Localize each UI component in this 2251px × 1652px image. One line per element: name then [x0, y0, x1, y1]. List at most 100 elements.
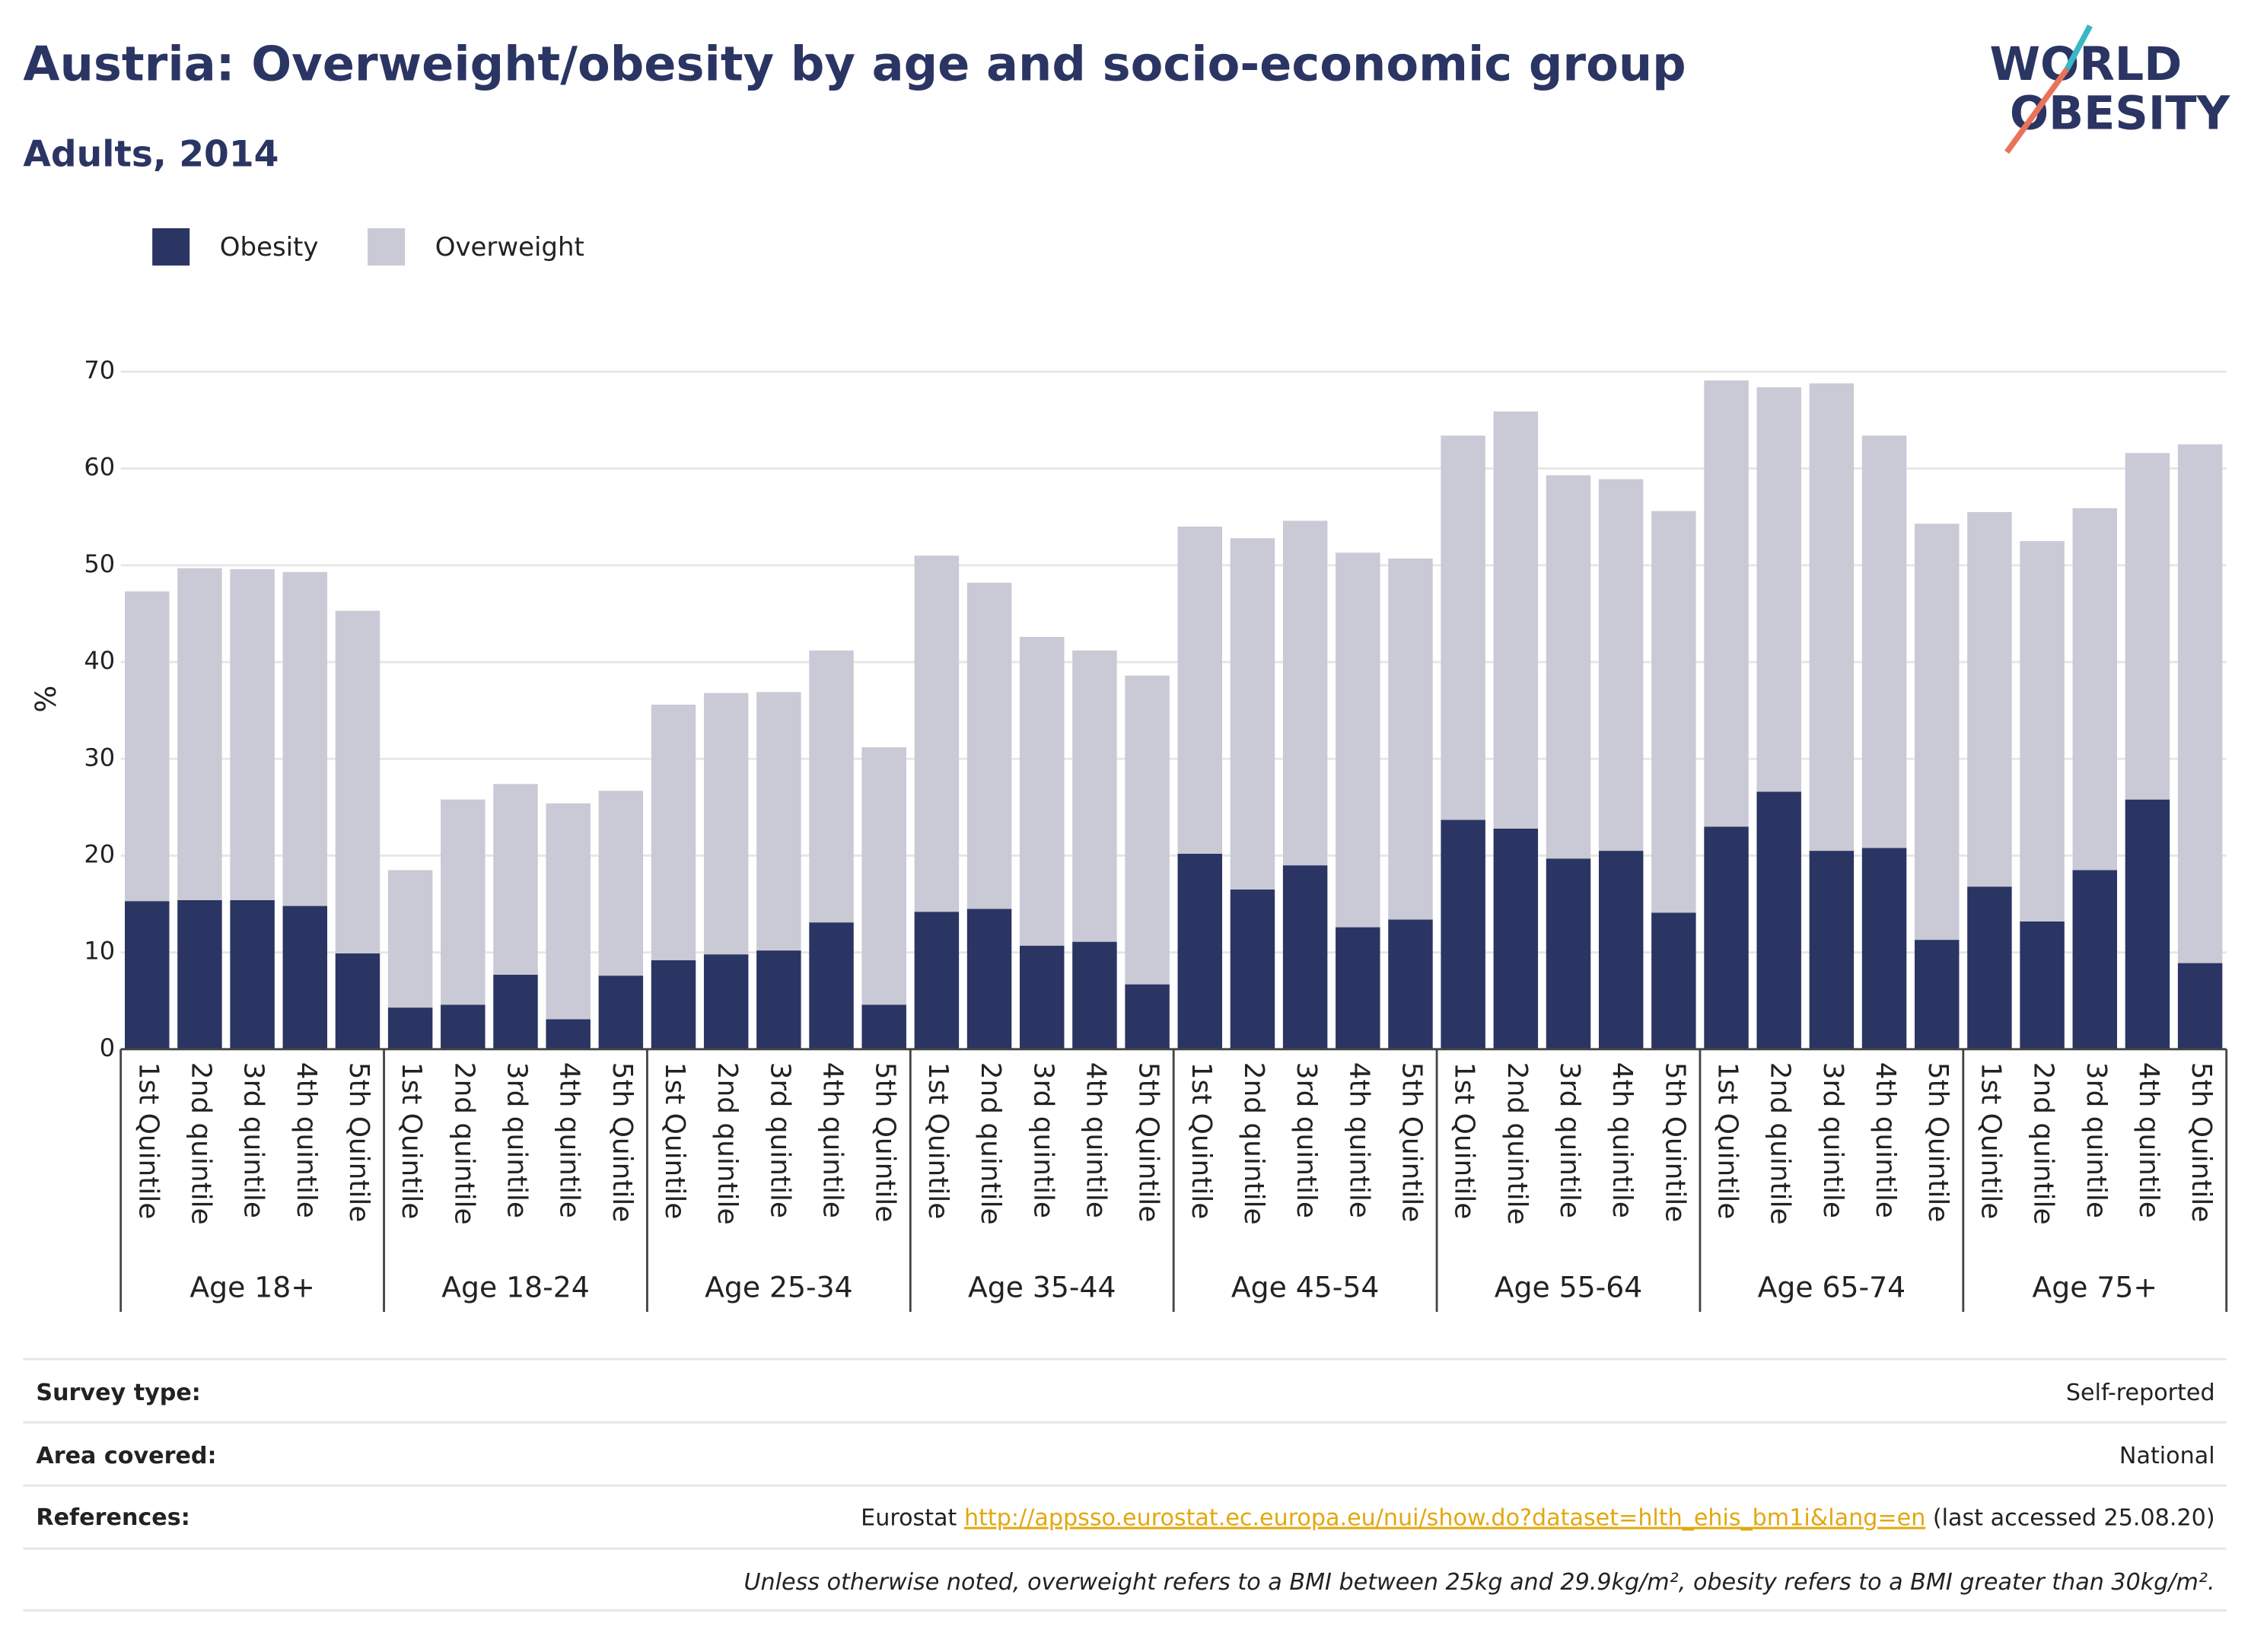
chart-subtitle: Adults, 2014: [23, 134, 279, 176]
group-label: Age 65-74: [1758, 1270, 1906, 1303]
bar-segment: [441, 799, 486, 1005]
group-label: Age 18+: [189, 1270, 315, 1303]
legend-swatch: [368, 228, 406, 266]
x-tick-label: 4th quintile: [1870, 1062, 1901, 1218]
x-tick-label: 1st Quintile: [132, 1062, 164, 1219]
ref-source: Eurostat: [861, 1504, 957, 1531]
x-tick-label: 4th quintile: [1080, 1062, 1111, 1218]
group-label: Age 75+: [2032, 1270, 2157, 1303]
bar-segment: [1336, 927, 1380, 1049]
bar-segment: [1230, 538, 1275, 890]
bar-segment: [1598, 479, 1644, 851]
bar-segment: [1177, 853, 1223, 1049]
bar-segment: [1598, 851, 1644, 1049]
legend-label: Overweight: [435, 232, 584, 263]
bar-segment: [2177, 963, 2223, 1049]
row-value: Eurostat http://appsso.eurostat.ec.europ…: [861, 1504, 2214, 1531]
bar-segment: [809, 922, 854, 1049]
y-tick-label: 0: [100, 1033, 115, 1062]
bar-segment: [1177, 527, 1223, 854]
x-tick-label: 4th quintile: [554, 1062, 585, 1218]
bar-segment: [2020, 921, 2065, 1049]
bar-segment: [1546, 475, 1591, 859]
x-tick-label: 3rd quintile: [1027, 1062, 1059, 1218]
bar-segment: [1915, 940, 1960, 1049]
x-tick-label: 2nd quintile: [975, 1062, 1006, 1225]
x-tick-label: 2nd quintile: [185, 1062, 216, 1225]
row-label: Area covered:: [36, 1443, 216, 1469]
x-tick-label: 3rd quintile: [501, 1062, 532, 1218]
bar-segment: [1493, 828, 1539, 1049]
bar-segment: [1704, 380, 1749, 827]
bar-segment: [756, 950, 801, 1049]
bar-segment: [177, 568, 222, 900]
bar-segment: [1861, 435, 1907, 848]
x-tick-label: 3rd quintile: [764, 1062, 795, 1218]
x-tick-label: 2nd quintile: [1238, 1062, 1269, 1225]
bar-segment: [1493, 411, 1539, 829]
x-tick-label: 3rd quintile: [1817, 1062, 1848, 1218]
y-axis-label: %: [29, 686, 62, 713]
ref-link[interactable]: http://appsso.eurostat.ec.europa.eu/nui/…: [964, 1504, 1925, 1531]
x-tick-label: 3rd quintile: [1554, 1062, 1585, 1218]
y-tick-label: 40: [84, 646, 115, 675]
row-label: References:: [36, 1504, 189, 1531]
bar-segment: [1072, 941, 1117, 1049]
row-label: Survey type:: [36, 1380, 201, 1406]
y-tick-label: 70: [84, 356, 115, 385]
group-label: Age 55-64: [1495, 1270, 1643, 1303]
x-tick-label: 1st Quintile: [659, 1062, 690, 1219]
x-tick-label: 1st Quintile: [1975, 1062, 2006, 1219]
bar-segment: [1020, 637, 1065, 946]
bar-segment: [1388, 558, 1433, 920]
bar-segment: [1915, 524, 1960, 941]
x-tick-label: 1st Quintile: [1712, 1062, 1743, 1219]
x-tick-label: 2nd quintile: [2028, 1062, 2059, 1225]
bar-segment: [2125, 799, 2170, 1049]
bar-segment: [651, 960, 696, 1049]
bar-segment: [282, 571, 328, 906]
bar-segment: [1861, 848, 1907, 1049]
y-tick-label: 50: [84, 549, 115, 578]
bar-segment: [1651, 912, 1696, 1049]
bar-segment: [756, 692, 801, 951]
bar-segment: [1125, 984, 1170, 1049]
bar-segment: [914, 912, 960, 1049]
x-tick-label: 3rd quintile: [2081, 1062, 2112, 1218]
x-tick-label: 5th Quintile: [607, 1062, 638, 1223]
bar-segment: [703, 692, 749, 955]
bar-segment: [1282, 865, 1328, 1049]
bar-segment: [966, 582, 1012, 909]
x-tick-label: 2nd quintile: [712, 1062, 743, 1225]
bar-segment: [1125, 675, 1170, 985]
bar-segment: [1388, 919, 1433, 1049]
bar-segment: [1809, 383, 1855, 851]
row-value: National: [2119, 1443, 2215, 1469]
x-tick-label: 5th Quintile: [343, 1062, 374, 1223]
bar-segment: [1441, 435, 1485, 820]
x-tick-label: 4th quintile: [1606, 1062, 1638, 1218]
y-tick-label: 30: [84, 743, 115, 772]
y-tick-label: 60: [84, 453, 115, 482]
bar-segment: [1651, 511, 1696, 913]
bar-segment: [2177, 444, 2223, 963]
info-table: Survey type: Self-reported Area covered: Na…: [23, 1358, 2227, 1612]
bar-segment: [703, 954, 749, 1049]
x-tick-label: 1st Quintile: [396, 1062, 427, 1219]
x-tick-label: 2nd quintile: [448, 1062, 479, 1225]
bar-segment: [1020, 945, 1065, 1049]
x-tick-label: 5th Quintile: [870, 1062, 901, 1223]
x-tick-label: 5th Quintile: [1659, 1062, 1690, 1223]
bar-segment: [966, 909, 1012, 1049]
bar-segment: [493, 784, 538, 975]
x-tick-label: 1st Quintile: [922, 1062, 954, 1219]
x-tick-label: 4th quintile: [1343, 1062, 1374, 1218]
bar-segment: [1441, 820, 1485, 1049]
x-tick-label: 5th Quintile: [2186, 1062, 2217, 1223]
bar-segment: [387, 1007, 433, 1049]
x-tick-label: 3rd quintile: [1291, 1062, 1322, 1218]
bar-segment: [546, 1019, 591, 1049]
bar-segment: [651, 705, 696, 960]
x-tick-label: 1st Quintile: [1186, 1062, 1217, 1219]
